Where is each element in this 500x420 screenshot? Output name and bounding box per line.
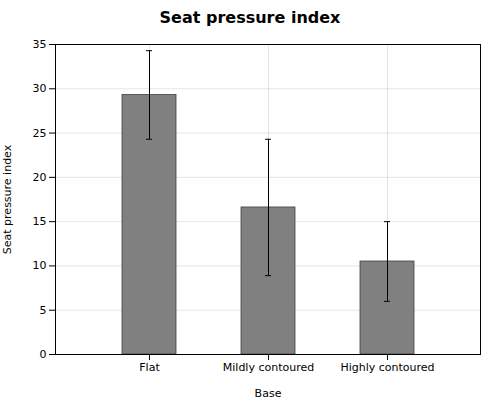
svg-text:25: 25 xyxy=(33,127,47,140)
svg-text:20: 20 xyxy=(33,171,47,184)
svg-text:30: 30 xyxy=(33,82,47,95)
svg-text:35: 35 xyxy=(33,38,47,51)
svg-text:Mildly contoured: Mildly contoured xyxy=(223,361,314,374)
svg-text:Seat pressure index: Seat pressure index xyxy=(1,144,14,254)
svg-text:Highly contoured: Highly contoured xyxy=(340,361,434,374)
svg-text:Base: Base xyxy=(255,387,282,400)
svg-text:5: 5 xyxy=(40,304,47,317)
svg-text:0: 0 xyxy=(40,348,47,361)
html-text:Seat pressure index: Seat pressure index xyxy=(159,8,341,27)
svg-text:15: 15 xyxy=(33,215,47,228)
svg-text:Flat: Flat xyxy=(139,361,160,374)
svg-text:10: 10 xyxy=(33,259,47,272)
